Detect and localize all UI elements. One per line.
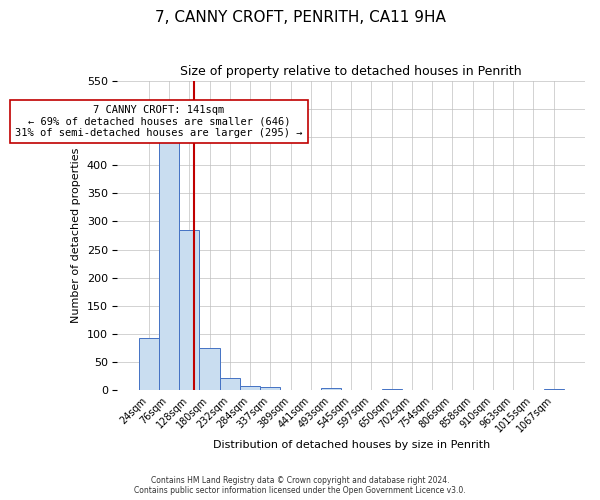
Bar [382,388,402,390]
Bar [159,133,179,390]
Bar [544,388,564,390]
Bar [220,378,240,390]
Bar [240,386,260,390]
Bar [321,388,341,390]
Bar [179,230,199,390]
Bar [199,348,220,391]
X-axis label: Distribution of detached houses by size in Penrith: Distribution of detached houses by size … [212,440,490,450]
Bar [139,338,159,390]
Y-axis label: Number of detached properties: Number of detached properties [71,148,81,323]
Text: 7 CANNY CROFT: 141sqm
← 69% of detached houses are smaller (646)
31% of semi-det: 7 CANNY CROFT: 141sqm ← 69% of detached … [15,105,303,138]
Bar [260,387,280,390]
Title: Size of property relative to detached houses in Penrith: Size of property relative to detached ho… [181,65,522,78]
Text: 7, CANNY CROFT, PENRITH, CA11 9HA: 7, CANNY CROFT, PENRITH, CA11 9HA [155,10,445,25]
Text: Contains HM Land Registry data © Crown copyright and database right 2024.
Contai: Contains HM Land Registry data © Crown c… [134,476,466,495]
